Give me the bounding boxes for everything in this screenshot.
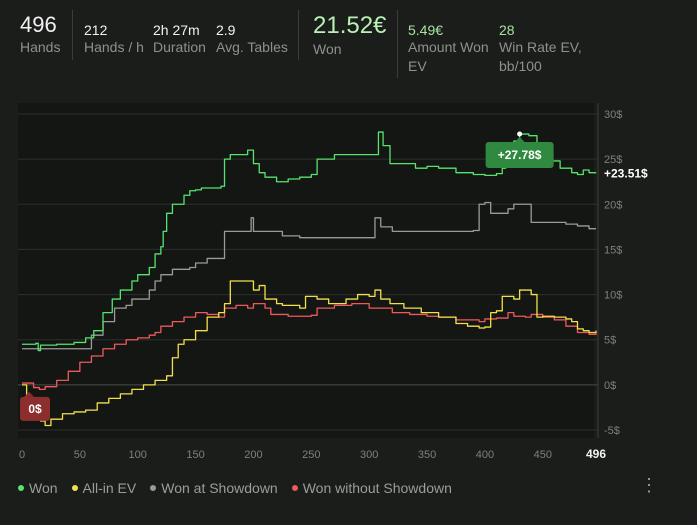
- stat-hands: 496 Hands: [20, 12, 60, 57]
- x-tick-label: 100: [129, 449, 147, 461]
- x-tick-label: 350: [418, 449, 436, 461]
- legend-label: Won without Showdown: [302, 480, 452, 496]
- stat-hands-per-hour: 212 Hands / h: [84, 22, 144, 57]
- divider: [397, 10, 398, 78]
- stat-avg-tables: 2.9 Avg. Tables: [216, 22, 288, 57]
- y-tick-label: 25$: [604, 154, 622, 166]
- y-tick-label: 0$: [604, 380, 616, 392]
- legend-label: All-in EV: [82, 480, 137, 496]
- start-label: 0$: [28, 402, 42, 416]
- legend-dot: [71, 485, 78, 491]
- legend-item-won[interactable]: Won: [18, 480, 58, 496]
- legend-dot: [291, 485, 298, 491]
- y-tick-label: 10$: [604, 290, 622, 302]
- x-end-label: 496: [586, 447, 606, 461]
- y-tick-label: -5$: [604, 425, 620, 437]
- profit-chart: 30$ 25$ 20$ 15$ 10$ 5$ 0$ -5$ 0 50 100 150 200 250 300…: [18, 103, 648, 461]
- x-tick-label: 200: [244, 449, 262, 461]
- hands-per-hour-value: 212: [84, 22, 108, 38]
- x-tick-label: 450: [534, 449, 552, 461]
- duration-label: Duration: [153, 39, 206, 55]
- more-options-icon[interactable]: ⋮: [640, 475, 658, 495]
- y-tick-label: 30$: [604, 109, 622, 121]
- hands-value: 496: [20, 12, 57, 37]
- legend-dot: [18, 485, 24, 491]
- legend-item-won-without-showdown[interactable]: Won without Showdown: [291, 480, 452, 496]
- series-line-won-without-showdown: [22, 302, 597, 391]
- amount-won-ev-label-line2: EV: [408, 58, 427, 74]
- x-tick-label: 250: [302, 449, 320, 461]
- x-tick-label: 150: [186, 449, 204, 461]
- legend-item-all-in-ev[interactable]: All-in EV: [71, 480, 137, 496]
- x-tick-label: 0: [19, 449, 25, 461]
- legend-dot: [150, 485, 157, 491]
- legend: Won All-in EV Won at Showdown Won withou…: [18, 480, 452, 496]
- avg-tables-value: 2.9: [216, 22, 236, 38]
- y-tick-label: 20$: [604, 199, 622, 211]
- legend-label: Won: [29, 480, 58, 496]
- peak-marker: [517, 131, 523, 137]
- legend-label: Won at Showdown: [161, 480, 278, 496]
- duration-value: 2h 27m: [153, 22, 200, 38]
- start-badge: [20, 396, 50, 421]
- x-tick-label: 400: [476, 449, 494, 461]
- avg-tables-label: Avg. Tables: [216, 39, 288, 55]
- stat-amount-won-ev: 5.49€ Amount Won EV: [408, 22, 489, 76]
- series-line-all-in-ev: [22, 280, 597, 427]
- y-tick-label: 5$: [604, 335, 616, 347]
- peak-label: +27.78$: [498, 148, 542, 162]
- amount-won-ev-value: 5.49€: [408, 22, 444, 38]
- series-line-won-at-showdown: [22, 201, 596, 350]
- legend-item-won-at-showdown[interactable]: Won at Showdown: [150, 480, 278, 496]
- end-value-label: +23.51$: [604, 167, 648, 181]
- win-rate-ev-label-line1: Win Rate EV,: [499, 39, 582, 55]
- peak-badge: [485, 142, 554, 169]
- divider: [72, 10, 73, 60]
- stat-duration: 2h 27m Duration: [153, 22, 206, 57]
- win-rate-ev-value: 28: [499, 22, 515, 38]
- won-label: Won: [313, 41, 342, 57]
- y-tick-label: 15$: [604, 244, 622, 256]
- x-tick-label: 50: [74, 449, 86, 461]
- peak-pointer: [514, 137, 525, 143]
- start-pointer: [24, 391, 34, 397]
- hands-label: Hands: [20, 39, 61, 55]
- divider: [298, 10, 299, 60]
- win-rate-ev-label-line2: bb/100: [499, 58, 542, 74]
- hands-per-hour-label: Hands / h: [84, 39, 144, 55]
- won-value: 21.52€: [313, 12, 387, 39]
- stat-won: 21.52€ Won: [313, 12, 386, 59]
- x-tick-label: 300: [360, 449, 378, 461]
- amount-won-ev-label-line1: Amount Won: [408, 39, 489, 55]
- stat-win-rate-ev: 28 Win Rate EV, bb/100: [499, 22, 582, 76]
